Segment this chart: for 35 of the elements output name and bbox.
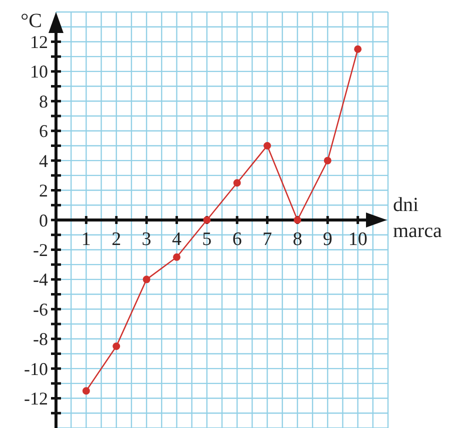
y-tick-label: 4 bbox=[39, 150, 48, 171]
y-tick-label: 6 bbox=[39, 121, 48, 142]
y-tick-label: 8 bbox=[39, 91, 48, 112]
y-axis-title: °C bbox=[20, 10, 42, 32]
point bbox=[324, 156, 332, 164]
y-tick-label: 10 bbox=[30, 62, 48, 82]
y-tick-label: -8 bbox=[33, 329, 48, 350]
x-tick-label: 5 bbox=[202, 229, 212, 250]
x-tick-label: 9 bbox=[322, 229, 332, 250]
point bbox=[294, 216, 302, 224]
x-tick-label: 7 bbox=[262, 229, 272, 250]
y-tick-label: -2 bbox=[33, 240, 48, 260]
y-tick-label: -4 bbox=[33, 270, 48, 290]
x-tick-label: 8 bbox=[292, 229, 302, 250]
point bbox=[264, 142, 272, 150]
point bbox=[203, 216, 211, 224]
point bbox=[142, 276, 150, 284]
point bbox=[233, 179, 241, 187]
x-tick-label: 10 bbox=[348, 229, 368, 250]
y-tick-label: 12 bbox=[30, 32, 48, 52]
y-tick-label: 0 bbox=[39, 210, 48, 230]
point bbox=[112, 342, 120, 350]
y-tick-label: 2 bbox=[39, 180, 48, 201]
x-tick-label: 1 bbox=[81, 229, 91, 250]
point bbox=[82, 387, 90, 395]
x-tick-label: 2 bbox=[112, 229, 122, 250]
x-tick-label: 4 bbox=[172, 229, 182, 250]
point bbox=[172, 253, 180, 261]
y-tick-label: -12 bbox=[24, 388, 48, 409]
x-tick-label: 3 bbox=[142, 229, 152, 250]
y-tick-label: -10 bbox=[24, 358, 48, 379]
x-tick-label: 6 bbox=[232, 229, 242, 250]
y-tick-label: -6 bbox=[33, 299, 48, 320]
x-axis-title: dni marca bbox=[393, 194, 442, 242]
point bbox=[354, 45, 362, 53]
